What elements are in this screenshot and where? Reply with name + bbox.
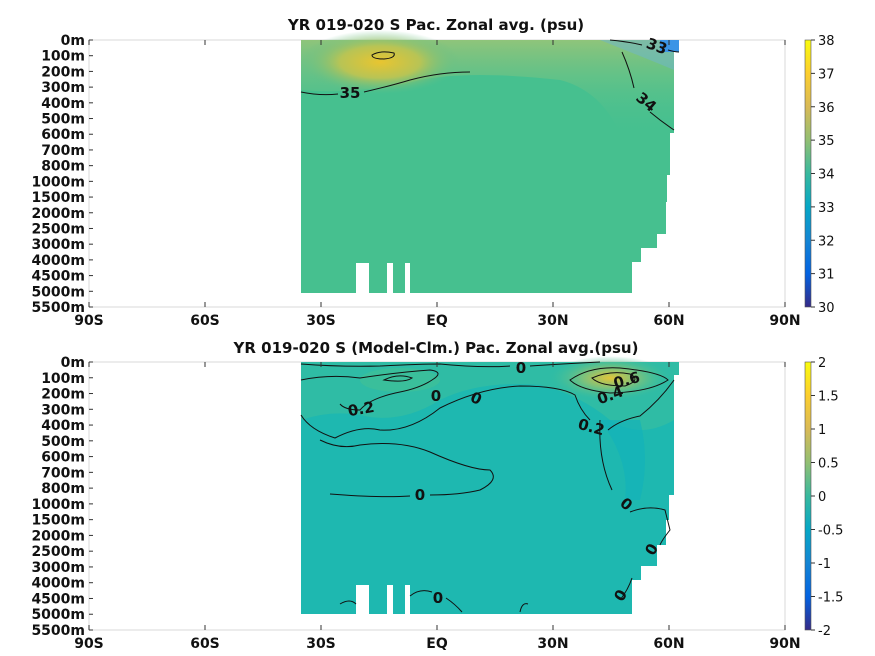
colorbar-tick-label: 38	[818, 34, 835, 49]
y-tick-label: 3000m	[31, 560, 85, 576]
colorbar-tick-label: 0.5	[818, 457, 839, 472]
contour-label: 0	[415, 486, 425, 504]
colorbar-tick-label: -2	[818, 624, 831, 639]
x-tick-label: EQ	[426, 313, 448, 329]
colorbar-tick-label: 1.5	[818, 390, 839, 405]
colorbar-tick-label: -0.5	[818, 524, 843, 539]
panel-anomaly: YR 019-020 S (Model-Clm.) Pac. Zonal avg…	[31, 339, 843, 652]
y-tick-label: 2000m	[31, 206, 85, 222]
colorbar	[805, 40, 811, 307]
y-axis: 0m100m200m300m400m500m600m700m800m1000m1…	[31, 33, 93, 316]
x-tick-label: 90N	[769, 636, 800, 652]
y-tick-label: 0m	[61, 355, 85, 371]
x-tick-label: 30N	[537, 313, 568, 329]
y-tick-label: 1000m	[31, 174, 85, 190]
y-tick-label: 100m	[41, 49, 85, 65]
colorbar-tick-label: 33	[818, 201, 835, 216]
y-tick-label: 700m	[41, 143, 85, 159]
y-tick-label: 800m	[41, 481, 85, 497]
anomaly-field	[301, 356, 679, 615]
y-tick-label: 5000m	[31, 284, 85, 300]
x-tick-label: EQ	[426, 636, 448, 652]
colorbar-ticks: -2 -1.5 -1 -0.5 0 0.5 1 1.5 2	[811, 356, 843, 639]
x-tick-label: 90S	[74, 313, 104, 329]
y-tick-label: 1000m	[31, 497, 85, 513]
colorbar-tick-label: -1	[818, 557, 831, 572]
y-tick-label: 700m	[41, 465, 85, 481]
y-tick-label: 600m	[41, 450, 85, 466]
x-tick-label: 90S	[74, 636, 104, 652]
colorbar-tick-label: 34	[818, 168, 835, 183]
colorbar-tick-label: 32	[818, 234, 835, 249]
x-tick-label: 30S	[306, 636, 336, 652]
y-tick-label: 5000m	[31, 607, 85, 623]
y-tick-label: 500m	[41, 112, 85, 128]
x-tick-label: 60N	[653, 636, 684, 652]
y-tick-label: 4000m	[31, 253, 85, 269]
colorbar-tick-label: 0	[818, 490, 826, 505]
contour-label: 35	[340, 84, 361, 102]
colorbar-tick-label: 30	[818, 301, 835, 316]
y-tick-label: 200m	[41, 387, 85, 403]
chart-title: YR 019-020 S (Model-Clm.) Pac. Zonal avg…	[233, 339, 639, 357]
x-tick-label: 60N	[653, 313, 684, 329]
y-tick-label: 500m	[41, 434, 85, 450]
colorbar-tick-label: 37	[818, 67, 835, 82]
contour-label: 0	[433, 589, 443, 607]
y-tick-label: 2000m	[31, 528, 85, 544]
contour-label: 0	[431, 387, 441, 405]
x-tick-label: 30S	[306, 313, 336, 329]
panel-salinity: YR 019-020 S Pac. Zonal avg. (psu) 35 33…	[31, 16, 834, 329]
y-tick-label: 4500m	[31, 591, 85, 607]
colorbar-tick-label: 2	[818, 356, 826, 371]
colorbar	[805, 362, 811, 630]
y-axis: 0m100m200m300m400m500m600m700m800m1000m1…	[31, 355, 93, 639]
x-tick-label: 60S	[190, 636, 220, 652]
y-tick-label: 400m	[41, 96, 85, 112]
y-tick-label: 5500m	[31, 300, 85, 316]
x-tick-label: 90N	[769, 313, 800, 329]
y-tick-label: 0m	[61, 33, 85, 49]
contour-label: 0	[516, 359, 526, 377]
y-tick-label: 400m	[41, 418, 85, 434]
y-tick-label: 3000m	[31, 237, 85, 253]
chart-title: YR 019-020 S Pac. Zonal avg. (psu)	[287, 16, 584, 34]
contour-label: 0.2	[346, 398, 375, 420]
x-tick-label: 60S	[190, 313, 220, 329]
y-tick-label: 4500m	[31, 269, 85, 285]
x-tick-label: 30N	[537, 636, 568, 652]
y-tick-label: 600m	[41, 127, 85, 143]
colorbar-tick-label: -1.5	[818, 591, 843, 606]
colorbar-tick-label: 35	[818, 134, 835, 149]
y-tick-label: 4000m	[31, 576, 85, 592]
colorbar-tick-label: 1	[818, 423, 826, 438]
y-tick-label: 2500m	[31, 544, 85, 560]
y-tick-label: 100m	[41, 371, 85, 387]
x-axis: 90S 60S 30S EQ 30N 60N 90N	[74, 40, 801, 329]
y-tick-label: 300m	[41, 80, 85, 96]
y-tick-label: 200m	[41, 64, 85, 80]
x-axis: 90S 60S 30S EQ 30N 60N 90N	[74, 362, 801, 652]
colorbar-tick-label: 31	[818, 268, 835, 283]
colorbar-tick-label: 36	[818, 101, 835, 116]
y-tick-label: 300m	[41, 402, 85, 418]
salinity-field	[300, 30, 679, 294]
y-tick-label: 800m	[41, 159, 85, 175]
colorbar-ticks: 30 31 32 33 34 35 36 37 38	[811, 34, 835, 316]
y-tick-label: 1500m	[31, 513, 85, 529]
y-tick-label: 5500m	[31, 623, 85, 639]
y-tick-label: 1500m	[31, 190, 85, 206]
y-tick-label: 2500m	[31, 221, 85, 237]
